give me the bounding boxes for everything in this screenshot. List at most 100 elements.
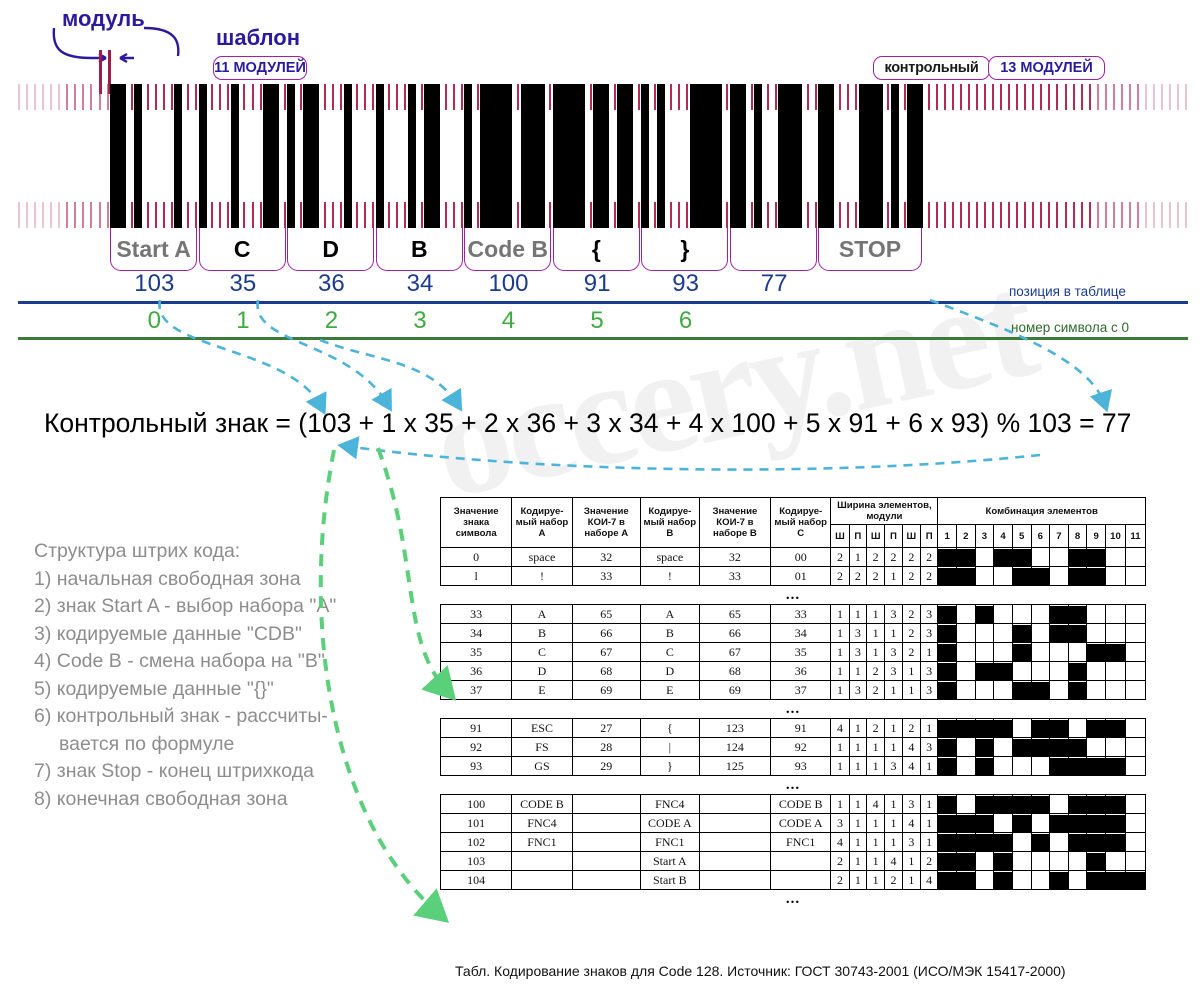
cell-module (993, 851, 1013, 871)
cell-module (1105, 604, 1126, 624)
position-axis-caption: позиция в таблице (1009, 284, 1126, 299)
cell-module (1105, 832, 1126, 852)
cell-setB: Start B (639, 870, 700, 890)
cell-module (1049, 680, 1069, 700)
structure-item: 3) кодируемые данные "CDB" (34, 622, 302, 645)
cell-value: 0 (439, 547, 513, 567)
cell-setA: GS (511, 756, 573, 776)
cell-module (1067, 604, 1088, 624)
table-row: 102 FNC1 FNC1 FNC1 4 1 1 1 3 1 (439, 832, 1147, 852)
cell-module (1086, 547, 1107, 567)
module-arrow-arc (52, 26, 180, 64)
character-cell-label: Code B (467, 235, 549, 262)
position-number: 103 (134, 270, 175, 297)
cell-module (974, 737, 995, 757)
cell-width: 1 (866, 737, 886, 757)
cell-module (1030, 661, 1051, 681)
cell-width: 3 (830, 813, 850, 833)
cell-module (937, 851, 958, 871)
structure-item: 4) Code B - смена набора на "B" (34, 650, 325, 672)
cell-width: 4 (901, 737, 921, 757)
cell-width: 1 (866, 832, 886, 852)
cell-module (993, 870, 1013, 890)
cell-setA: CODE B (511, 794, 573, 814)
cell-setA: C (511, 642, 573, 662)
cell-module (1011, 680, 1032, 700)
character-cell: } (641, 228, 729, 271)
cell-setB: } (639, 756, 700, 776)
cell-setA (511, 851, 573, 871)
cell-setC: 37 (770, 680, 832, 700)
cell-koiB: 33 (698, 566, 772, 586)
cell-module (1011, 737, 1032, 757)
cell-setA: A (511, 604, 573, 624)
cell-module (1067, 718, 1088, 738)
template-annotation-label: шаблон (216, 25, 301, 50)
cell-module (937, 642, 958, 662)
cell-koiA (571, 832, 641, 852)
index-axis-line (18, 337, 1188, 340)
structure-item: 2) знак Start A - выбор набора "A" (34, 595, 337, 617)
codes-table-head: Значение знака символа Кодируе-мый набор… (439, 497, 1147, 548)
cell-module (1049, 566, 1069, 586)
cell-width: 2 (866, 680, 886, 700)
cell-width: 3 (884, 661, 903, 681)
cell-width: 4 (830, 718, 850, 738)
table-ellipsis-row: ... (440, 889, 1146, 908)
character-cell: D (287, 228, 375, 271)
cell-module (1011, 718, 1032, 738)
cell-width: 2 (830, 870, 850, 890)
cell-module (974, 870, 995, 890)
th-combo-col: 10 (1105, 524, 1126, 548)
cell-module (956, 851, 976, 871)
cell-module (1124, 623, 1147, 643)
symbol-index-number: 2 (324, 307, 339, 334)
cell-module (1067, 756, 1088, 776)
cell-koiA (571, 794, 641, 814)
cell-width: 2 (848, 566, 868, 586)
cell-width: 3 (901, 832, 921, 852)
cell-module (937, 566, 958, 586)
barcode-graphic (0, 84, 1200, 228)
cell-module (1011, 623, 1032, 643)
th-koi7-a: Значение КОИ-7 в наборе A (571, 497, 641, 548)
cell-module (956, 870, 976, 890)
cell-module (1086, 566, 1107, 586)
cell-module (993, 623, 1013, 643)
cell-setC: CODE A (770, 813, 832, 833)
cell-module (1049, 547, 1069, 567)
cell-koiA (571, 851, 641, 871)
cell-module (1124, 680, 1147, 700)
cell-module (1049, 604, 1069, 624)
cell-width: 1 (884, 737, 903, 757)
cell-module (1011, 642, 1032, 662)
cell-module (974, 642, 995, 662)
cell-module (1030, 832, 1051, 852)
cell-setB: FNC1 (639, 832, 700, 852)
cell-width: 2 (901, 604, 921, 624)
barcode-structure-list: Структура штрих кода: 1) начальная свобо… (34, 538, 434, 813)
cell-module (1105, 813, 1126, 833)
cell-width: 1 (884, 680, 903, 700)
table-row: 35 C 67 C 67 35 1 3 1 3 2 1 (439, 642, 1147, 662)
cell-module (1011, 794, 1032, 814)
cell-value: 35 (439, 642, 513, 662)
th-set-c: Кодируе-мый набор C (770, 497, 832, 548)
cell-value: 34 (439, 623, 513, 643)
cell-width: 1 (866, 870, 886, 890)
th-set-a: Кодируе-мый набор A (511, 497, 573, 548)
cell-koiB: 125 (698, 756, 772, 776)
cell-module (1030, 642, 1051, 662)
cell-module (993, 756, 1013, 776)
th-width-col: Ш (901, 524, 921, 548)
cell-setA (511, 870, 573, 890)
cell-koiB: 124 (698, 737, 772, 757)
th-width-col: Ш (830, 524, 850, 548)
cell-setA: B (511, 623, 573, 643)
cell-module (1049, 718, 1069, 738)
cell-module (1067, 680, 1088, 700)
th-combo-col: 2 (956, 524, 976, 548)
cell-setA: E (511, 680, 573, 700)
